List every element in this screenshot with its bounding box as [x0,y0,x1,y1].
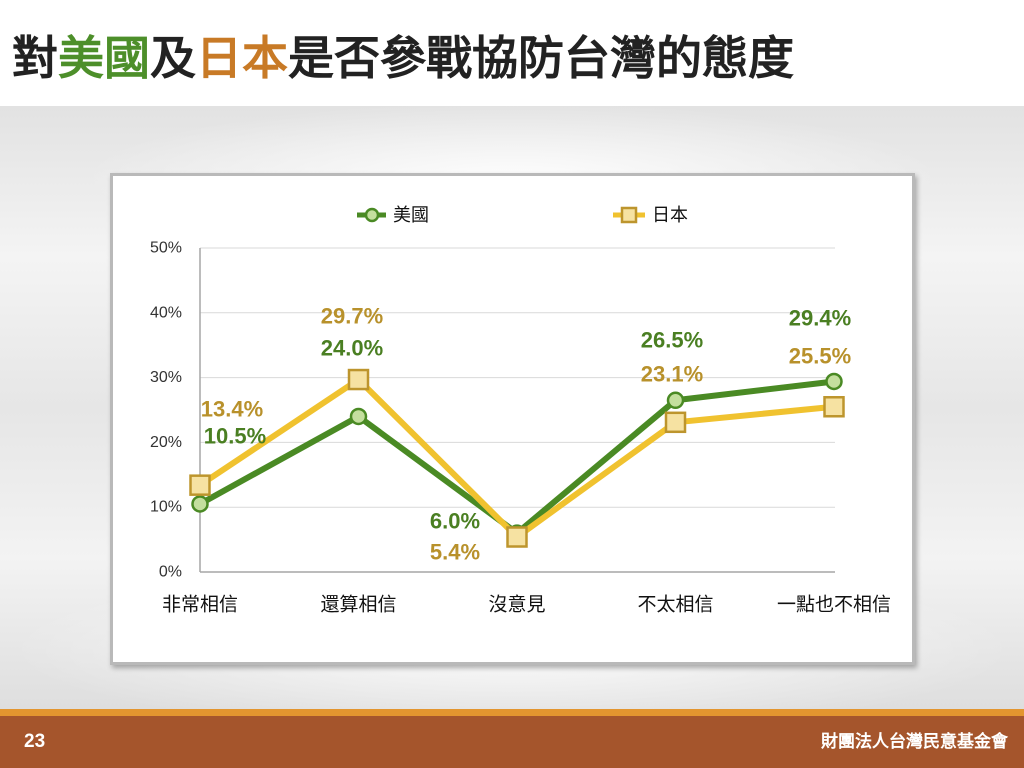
series-japan-line [197,376,837,541]
x-tick-label: 還算相信 [320,594,396,616]
title-highlight-usa: 美國 [58,32,150,84]
series-japan [189,368,845,548]
y-tick-label: 50% [150,240,182,257]
data-label-usa: 26.5% [641,328,703,353]
series-usa-marker [666,391,685,410]
page-title: 對美國及日本是否參戰協防台灣的態度 [12,30,794,86]
series-japan-marker [823,396,845,418]
data-label-japan: 25.5% [789,344,851,369]
footer-stripe [0,709,1024,716]
x-tick-label: 不太相信 [637,594,713,616]
series-usa-marker [191,495,209,513]
series-japan-marker [347,368,370,391]
data-label-japan: 5.4% [430,540,480,565]
legend-label-usa: 美國 [393,205,429,225]
x-tick-label: 非常相信 [162,594,238,616]
gridlines [200,247,835,508]
legend-marker-japan [620,206,638,224]
data-label-usa: 24.0% [321,336,383,361]
title-highlight-japan: 日本 [196,32,288,84]
series-usa-marker [349,407,368,426]
footer-bar [0,716,1024,768]
series-japan-marker [189,474,211,496]
series-usa-marker [825,372,843,391]
title-text-prefix: 對 [12,32,58,84]
y-tick-label: 0% [159,564,182,581]
data-label-japan: 29.7% [321,304,383,329]
x-tick-label: 一點也不相信 [777,594,891,616]
data-label-usa: 6.0% [430,509,480,534]
series-japan-marker [506,526,528,548]
legend-item-japan: 日本 [613,205,688,225]
page-number: 23 [24,731,46,752]
organization-name: 財團法人台灣民意基金會 [821,732,1008,751]
series-japan-marker [664,411,687,434]
title-text-and: 及 [150,32,196,84]
legend-label-japan: 日本 [652,205,688,225]
x-tick-label: 沒意見 [488,594,545,616]
data-label-japan: 23.1% [641,362,703,387]
series-usa [191,372,843,542]
y-tick-label: 40% [150,304,182,321]
legend-marker-usa [364,207,380,223]
title-text-suffix: 是否參戰協防台灣的態度 [288,32,794,84]
line-chart: 0% 10% 20% 30% 40% 50% 非常相信 還算相信 沒意見 不太相信 一點也不相信 10… [150,205,891,616]
y-tick-label: 30% [150,369,182,386]
legend-item-usa: 美國 [357,205,429,225]
data-label-japan: 13.4% [201,397,263,422]
data-label-usa: 29.4% [789,306,851,331]
chart-frame [110,173,915,665]
series-usa-line [197,378,837,537]
y-tick-label: 10% [150,499,182,516]
data-label-usa: 10.5% [204,424,266,449]
y-tick-label: 20% [150,434,182,451]
